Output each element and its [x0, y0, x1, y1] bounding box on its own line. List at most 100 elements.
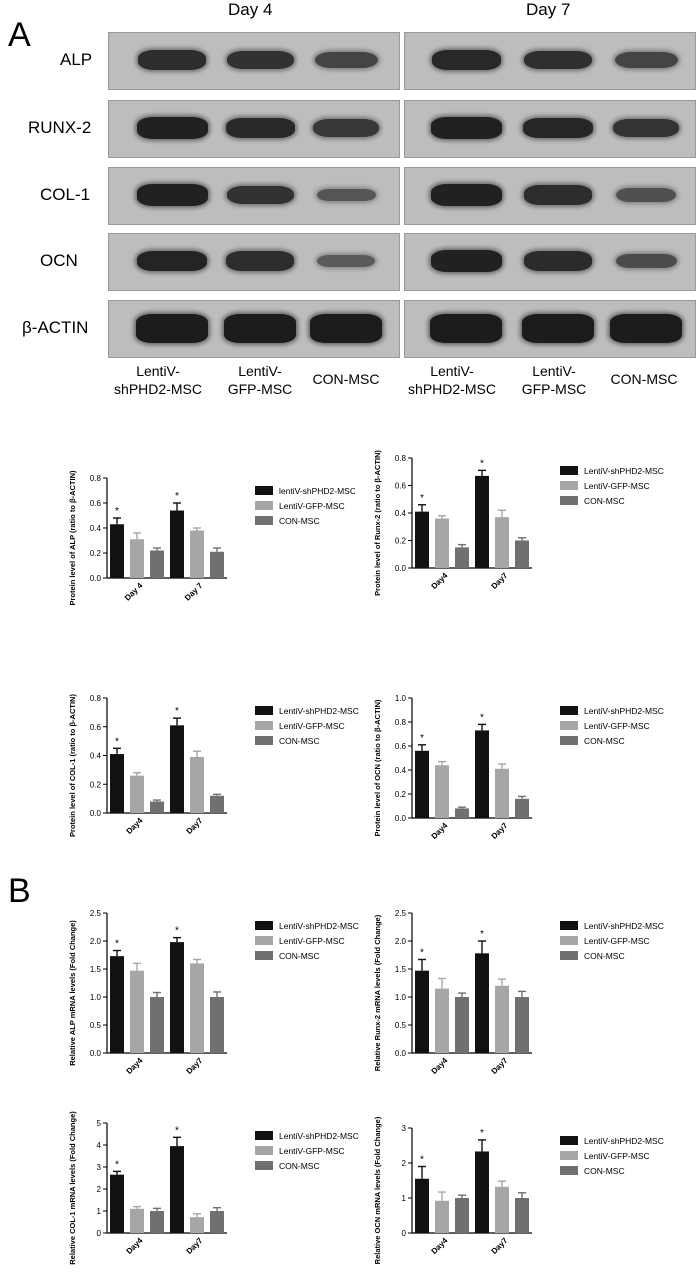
y-tick-label: 0.4: [90, 524, 102, 533]
bar: [110, 956, 124, 1053]
legend-swatch: [560, 1166, 578, 1175]
protein-band: [430, 250, 502, 272]
protein-band: [616, 188, 676, 202]
legend-label: CON-MSC: [584, 1166, 625, 1176]
bar: [455, 808, 469, 818]
y-tick-label: 0.6: [90, 723, 102, 732]
blot-row-label: β-ACTIN: [22, 318, 89, 337]
protein-band: [430, 117, 502, 139]
y-tick-label: 0.0: [90, 1049, 102, 1058]
protein-band: [522, 313, 594, 343]
x-tick-label: Day4: [125, 816, 145, 836]
bar: [110, 524, 124, 578]
y-tick-label: 0: [97, 1229, 102, 1238]
legend-label: LentiV-GFP-MSC: [279, 936, 345, 946]
significance-star: *: [420, 1155, 424, 1166]
legend-label: LentiV-shPHD2-MSC: [279, 1131, 359, 1141]
bar: [210, 795, 224, 813]
protein-band: [524, 50, 592, 70]
y-tick-label: 0.2: [90, 549, 102, 558]
y-axis-label: Protein level of Runx-2 (ratio to β-ACTI…: [373, 450, 382, 596]
bar: [435, 1200, 449, 1233]
protein-band: [523, 251, 593, 271]
y-tick-label: 1.0: [395, 694, 407, 703]
day-4-header: Day 4: [228, 0, 273, 19]
legend-swatch: [560, 921, 578, 930]
bar: [150, 550, 164, 578]
y-tick-label: 0.5: [395, 1021, 407, 1030]
legend-label: LentiV-shPHD2-MSC: [584, 1136, 664, 1146]
protein-band: [314, 52, 378, 68]
bar: [415, 750, 429, 818]
x-tick-label: Day7: [490, 1056, 510, 1076]
legend-swatch: [255, 951, 273, 960]
protein-band: [313, 119, 379, 137]
panel-b-letter: B: [8, 872, 31, 910]
y-tick-label: 2.0: [90, 937, 102, 946]
y-tick-label: 0.8: [395, 454, 407, 463]
y-tick-label: 4: [97, 1141, 102, 1150]
protein-band: [138, 50, 206, 70]
y-tick-label: 0.5: [90, 1021, 102, 1030]
protein-band: [615, 253, 677, 269]
legend-swatch: [560, 496, 578, 505]
protein-band: [137, 250, 207, 272]
significance-star: *: [115, 736, 119, 747]
x-tick-label: Day4: [430, 1056, 450, 1076]
bar: [210, 1211, 224, 1233]
y-tick-label: 0.4: [395, 509, 407, 518]
bar: [515, 540, 529, 568]
y-tick-label: 5: [97, 1119, 102, 1128]
legend-label: LentiV-GFP-MSC: [279, 721, 345, 731]
x-tick-label: Day7: [185, 1056, 205, 1076]
legend-swatch: [255, 736, 273, 745]
y-tick-label: 0.0: [90, 574, 102, 583]
blot-row-label: RUNX-2: [28, 118, 92, 137]
y-tick-label: 0.8: [90, 694, 102, 703]
y-tick-label: 0.4: [395, 766, 407, 775]
significance-star: *: [115, 506, 119, 517]
bar: [130, 970, 144, 1053]
legend-label: CON-MSC: [279, 736, 320, 746]
bar: [455, 997, 469, 1053]
significance-star: *: [175, 706, 179, 717]
bar: [415, 1178, 429, 1233]
bar: [170, 1146, 184, 1233]
bar: [475, 475, 489, 568]
bar: [495, 517, 509, 568]
bar: [495, 768, 509, 818]
lane-label: LentiV- GFP-MSC: [521, 363, 587, 397]
y-axis-label: Protein level of ALP (ratio to β-ACTIN): [68, 470, 77, 606]
y-axis-label: Relative OCN mRNA levels (Fold Change): [373, 1116, 382, 1264]
x-tick-label: Day4: [125, 1056, 145, 1076]
x-tick-label: Day4: [125, 1236, 145, 1256]
protein-band: [226, 185, 294, 205]
legend-swatch: [560, 481, 578, 490]
y-tick-label: 3: [402, 1124, 407, 1133]
y-tick-label: 2.5: [395, 909, 407, 918]
legend-swatch: [560, 1151, 578, 1160]
legend-label: CON-MSC: [584, 736, 625, 746]
bar: [455, 1198, 469, 1233]
bar: [415, 970, 429, 1053]
y-tick-label: 0.2: [395, 537, 407, 546]
legend-swatch: [560, 1136, 578, 1145]
bar: [170, 942, 184, 1053]
day-7-header: Day 7: [526, 0, 571, 19]
bar: [130, 775, 144, 813]
legend-swatch: [255, 516, 273, 525]
protein-band: [317, 254, 375, 268]
legend-swatch: [255, 936, 273, 945]
y-axis-label: Protein level of OCN (ratio to β-ACTIN): [373, 699, 382, 837]
bar-chart: 0.0 0.5 1.0 1.5 2.0 2.5 Relative Runx-2 mRNA l…: [373, 909, 664, 1076]
blot-row-label: OCN: [40, 251, 78, 270]
protein-band: [226, 50, 294, 70]
legend-swatch: [560, 466, 578, 475]
bar: [495, 985, 509, 1053]
bar: [130, 1208, 144, 1233]
blot-row-label: COL-1: [40, 185, 91, 204]
legend-swatch: [255, 721, 273, 730]
significance-star: *: [480, 458, 484, 469]
bar: [150, 997, 164, 1053]
legend-swatch: [255, 486, 273, 495]
